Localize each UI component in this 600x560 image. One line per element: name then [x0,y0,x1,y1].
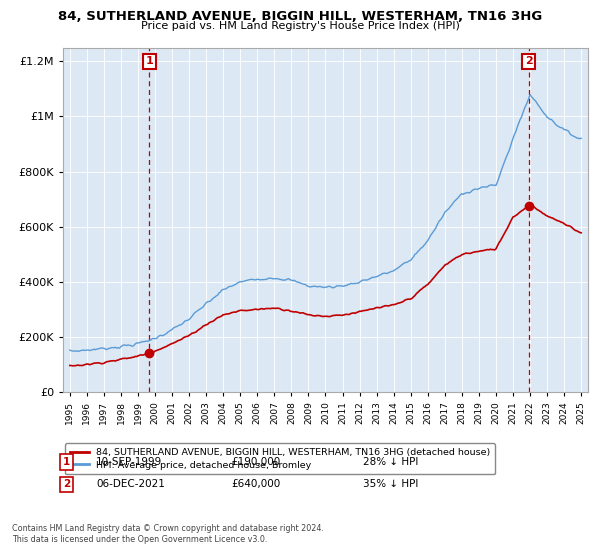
Text: 1: 1 [145,57,153,67]
Text: 06-DEC-2021: 06-DEC-2021 [96,479,165,489]
Text: 28% ↓ HPI: 28% ↓ HPI [363,457,418,467]
Text: 10-SEP-1999: 10-SEP-1999 [96,457,162,467]
Text: 35% ↓ HPI: 35% ↓ HPI [363,479,418,489]
Text: Price paid vs. HM Land Registry's House Price Index (HPI): Price paid vs. HM Land Registry's House … [140,21,460,31]
Text: This data is licensed under the Open Government Licence v3.0.: This data is licensed under the Open Gov… [12,534,268,544]
Text: £190,000: £190,000 [231,457,280,467]
Text: £640,000: £640,000 [231,479,280,489]
Text: 2: 2 [525,57,532,67]
Text: 1: 1 [63,457,70,467]
Text: 2: 2 [63,479,70,489]
Legend: 84, SUTHERLAND AVENUE, BIGGIN HILL, WESTERHAM, TN16 3HG (detached house), HPI: A: 84, SUTHERLAND AVENUE, BIGGIN HILL, WEST… [65,443,495,474]
Text: Contains HM Land Registry data © Crown copyright and database right 2024.: Contains HM Land Registry data © Crown c… [12,524,324,533]
Text: 84, SUTHERLAND AVENUE, BIGGIN HILL, WESTERHAM, TN16 3HG: 84, SUTHERLAND AVENUE, BIGGIN HILL, WEST… [58,10,542,23]
